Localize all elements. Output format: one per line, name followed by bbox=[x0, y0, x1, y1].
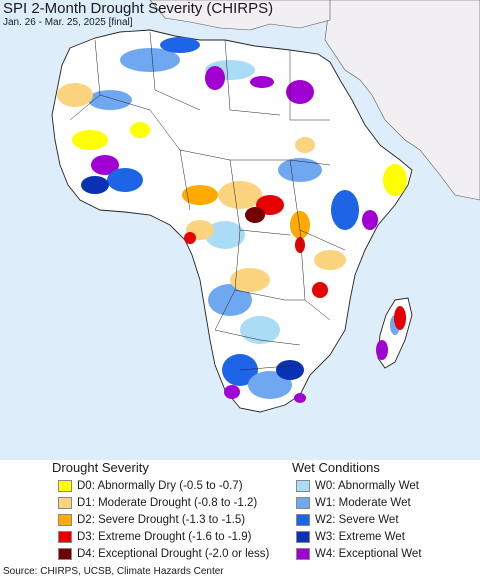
legend-item-w2: W2: Severe Wet bbox=[296, 512, 399, 527]
legend-item-w4: W4: Exceptional Wet bbox=[296, 546, 422, 561]
drought-legend-title: Drought Severity bbox=[52, 460, 149, 475]
middle-east-land bbox=[324, 0, 480, 201]
europe-land bbox=[149, 0, 331, 31]
drought-patches bbox=[57, 83, 407, 330]
legend-label-w1: W1: Moderate Wet bbox=[315, 496, 411, 509]
legend-item-w3: W3: Extreme Wet bbox=[296, 529, 405, 544]
legend-label-w0: W0: Abnormally Wet bbox=[315, 479, 419, 492]
legend-item-d1: D1: Moderate Drought (-0.8 to -1.2) bbox=[58, 495, 257, 510]
legend-label-d3: D3: Extreme Drought (-1.6 to -1.9) bbox=[77, 530, 252, 543]
swatch-d2 bbox=[58, 513, 72, 526]
africa-map-svg bbox=[51, 0, 480, 413]
legend-label-w2: W2: Severe Wet bbox=[315, 513, 399, 526]
legend: Drought Severity Wet Conditions D0: Abno… bbox=[0, 460, 480, 564]
legend-item-w1: W1: Moderate Wet bbox=[296, 495, 411, 510]
legend-label-w4: W4: Exceptional Wet bbox=[315, 547, 422, 560]
country-borders bbox=[69, 31, 346, 371]
legend-label-d4: D4: Exceptional Drought (-2.0 or less) bbox=[77, 547, 270, 560]
legend-item-d2: D2: Severe Drought (-1.3 to -1.5) bbox=[58, 512, 245, 527]
legend-label-d0: D0: Abnormally Dry (-0.5 to -0.7) bbox=[77, 479, 243, 492]
swatch-w1 bbox=[296, 496, 310, 509]
source-credit: Source: CHIRPS, UCSB, Climate Hazards Ce… bbox=[3, 566, 224, 577]
wet-patches bbox=[81, 37, 400, 403]
legend-item-d4: D4: Exceptional Drought (-2.0 or less) bbox=[58, 546, 269, 561]
map-subtitle: Jan. 26 - Mar. 25, 2025 [final] bbox=[3, 17, 133, 28]
swatch-d3 bbox=[58, 530, 72, 543]
legend-label-d2: D2: Severe Drought (-1.3 to -1.5) bbox=[77, 513, 246, 526]
swatch-d4 bbox=[58, 547, 72, 560]
wet-legend-title: Wet Conditions bbox=[292, 460, 380, 475]
swatch-w4 bbox=[296, 547, 310, 560]
swatch-w2 bbox=[296, 513, 310, 526]
africa-land bbox=[51, 29, 413, 413]
swatch-d0 bbox=[58, 479, 72, 492]
legend-item-w0: W0: Abnormally Wet bbox=[296, 478, 419, 493]
legend-label-w3: W3: Extreme Wet bbox=[315, 530, 405, 543]
legend-item-d3: D3: Extreme Drought (-1.6 to -1.9) bbox=[58, 529, 251, 544]
swatch-d1 bbox=[58, 496, 72, 509]
swatch-w0 bbox=[296, 479, 310, 492]
legend-label-d1: D1: Moderate Drought (-0.8 to -1.2) bbox=[77, 496, 258, 509]
map-title: SPI 2-Month Drought Severity (CHIRPS) bbox=[3, 0, 274, 17]
swatch-w3 bbox=[296, 530, 310, 543]
legend-item-d0: D0: Abnormally Dry (-0.5 to -0.7) bbox=[58, 478, 243, 493]
drought-map: SPI 2-Month Drought Severity (CHIRPS) Ja… bbox=[0, 0, 480, 460]
